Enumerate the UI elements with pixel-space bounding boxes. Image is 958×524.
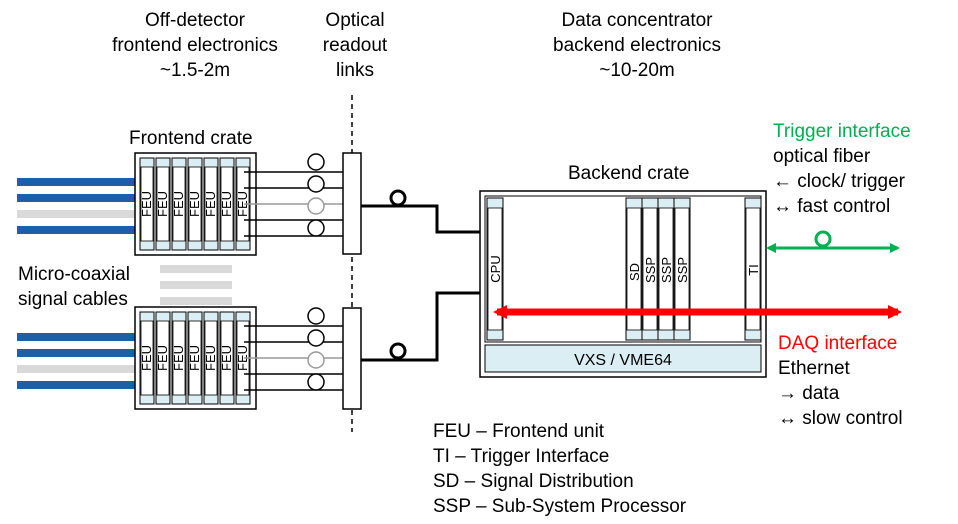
- optical-connector-top: [342, 152, 362, 255]
- feu-labels-bottom: FEU FEU FEU FEU FEU FEU FEU: [139, 345, 250, 371]
- legend-ti: TI – Trigger Interface: [433, 446, 610, 467]
- feu-slots-bottom: [139, 311, 251, 405]
- daq-line-3: ↔ slow control: [778, 408, 903, 429]
- feu-label: FEU: [171, 345, 186, 371]
- feu-label: FEU: [171, 191, 186, 217]
- cpu-label: CPU: [488, 255, 503, 282]
- trigger-line-3: ↔ fast control: [773, 196, 891, 217]
- feu-label: FEU: [155, 191, 170, 217]
- feu-label: FEU: [235, 345, 250, 371]
- feu-label: FEU: [235, 191, 250, 217]
- fiber-loop: [307, 153, 325, 171]
- cable-blue: [17, 381, 137, 389]
- ssp-label: SSP: [659, 257, 674, 283]
- feu-label: FEU: [219, 191, 234, 217]
- coax-cables-middle: [160, 265, 232, 305]
- feu-label: FEU: [139, 191, 154, 217]
- daq-interface-title: DAQ interface: [778, 333, 898, 354]
- trigger-interface-title: Trigger interface: [773, 121, 911, 142]
- trigger-line-2: ← clock/ trigger: [773, 171, 905, 192]
- trigger-fiber-loop: [814, 230, 832, 248]
- cable-gray: [17, 365, 137, 373]
- header-backend-line3: ~10-20m: [599, 60, 675, 81]
- fiber-loop: [307, 175, 325, 193]
- daq-interface-text: DAQ interface Ethernet → data ↔ slow con…: [778, 331, 903, 431]
- legend: FEU – Frontend unit TI – Trigger Interfa…: [433, 419, 686, 519]
- micro-coax-line1: Micro-coaxial: [18, 264, 130, 285]
- fiber-loop: [307, 329, 325, 347]
- header-backend-line2: backend electronics: [553, 35, 721, 56]
- fiber-loop: [307, 307, 325, 325]
- header-backend-line1: Data concentrator: [561, 10, 713, 31]
- ssp-modules: [641, 197, 691, 341]
- fiber-lines-bottom: [244, 307, 343, 391]
- feu-slots-top: [139, 157, 251, 251]
- header-frontend-line3: ~1.5-2m: [159, 60, 231, 81]
- cable-blue: [17, 333, 137, 341]
- ssp-label: SSP: [675, 257, 690, 283]
- trigger-arrow: [766, 230, 900, 253]
- cpu-module: [486, 197, 504, 341]
- feu-labels-top: FEU FEU FEU FEU FEU FEU FEU: [139, 191, 250, 217]
- trigger-interface-text: Trigger interface optical fiber ← clock/…: [773, 119, 911, 219]
- fiber-loop: [307, 197, 325, 215]
- header-optical-line2: readout: [322, 35, 388, 56]
- fiber-lines-top: [244, 153, 343, 237]
- header-backend: Data concentrator backend electronics ~1…: [527, 8, 747, 83]
- coax-cables-top: [17, 178, 137, 234]
- header-optical-line3: links: [335, 60, 374, 81]
- fiber-loop: [307, 219, 325, 237]
- trigger-line-1: optical fiber: [773, 146, 871, 167]
- header-frontend: Off-detector frontend electronics ~1.5-2…: [90, 8, 300, 83]
- feu-label: FEU: [219, 345, 234, 371]
- header-optical-line1: Optical: [325, 10, 385, 31]
- coax-cables-bottom: [17, 333, 137, 389]
- ti-label: TI: [746, 264, 761, 276]
- feu-label: FEU: [139, 345, 154, 371]
- ssp-label: SSP: [643, 257, 658, 283]
- micro-coax-line2: signal cables: [18, 289, 128, 310]
- cable-gray: [17, 210, 137, 218]
- cable-blue: [17, 194, 137, 202]
- feu-label: FEU: [187, 191, 202, 217]
- feu-label: FEU: [203, 191, 218, 217]
- legend-sd: SD – Signal Distribution: [433, 471, 634, 492]
- legend-ssp: SSP – Sub-System Processor: [433, 496, 687, 517]
- frontend-crate-top: FEU FEU FEU FEU FEU FEU FEU: [134, 152, 257, 256]
- daq-line-2: → data: [778, 383, 840, 404]
- legend-feu: FEU – Frontend unit: [433, 421, 605, 442]
- daq-line-1: Ethernet: [778, 358, 850, 379]
- backend-module-labels: CPU SD SSP SSP SSP TI: [488, 255, 761, 283]
- feu-label: FEU: [187, 345, 202, 371]
- fiber-loop: [307, 351, 325, 369]
- micro-coax-label: Micro-coaxial signal cables: [18, 262, 130, 312]
- cable-blue: [17, 178, 137, 186]
- vxs-bar: [484, 344, 762, 373]
- frontend-crate-label: Frontend crate: [129, 128, 253, 149]
- sd-module: [625, 197, 643, 341]
- header-frontend-line2: frontend electronics: [112, 35, 278, 56]
- frontend-crate-bottom: FEU FEU FEU FEU FEU FEU FEU: [134, 306, 257, 410]
- feu-label: FEU: [203, 345, 218, 371]
- header-frontend-line1: Off-detector: [145, 10, 245, 31]
- backend-crate-label: Backend crate: [568, 163, 690, 184]
- cable-blue: [17, 226, 137, 234]
- cable-gray: [160, 265, 232, 273]
- sd-label: SD: [627, 263, 642, 281]
- fiber-loop: [307, 373, 325, 391]
- cable-blue: [17, 349, 137, 357]
- cable-gray: [160, 297, 232, 305]
- vxs-label: VXS / VME64: [574, 352, 672, 369]
- cable-gray: [160, 281, 232, 289]
- ti-module: [744, 197, 762, 341]
- feu-label: FEU: [155, 345, 170, 371]
- header-optical: Optical readout links: [300, 8, 410, 83]
- optical-connector-bottom: [342, 307, 362, 410]
- backend-crate: VXS / VME64 CPU SD SSP SSP SSP TI: [479, 190, 767, 378]
